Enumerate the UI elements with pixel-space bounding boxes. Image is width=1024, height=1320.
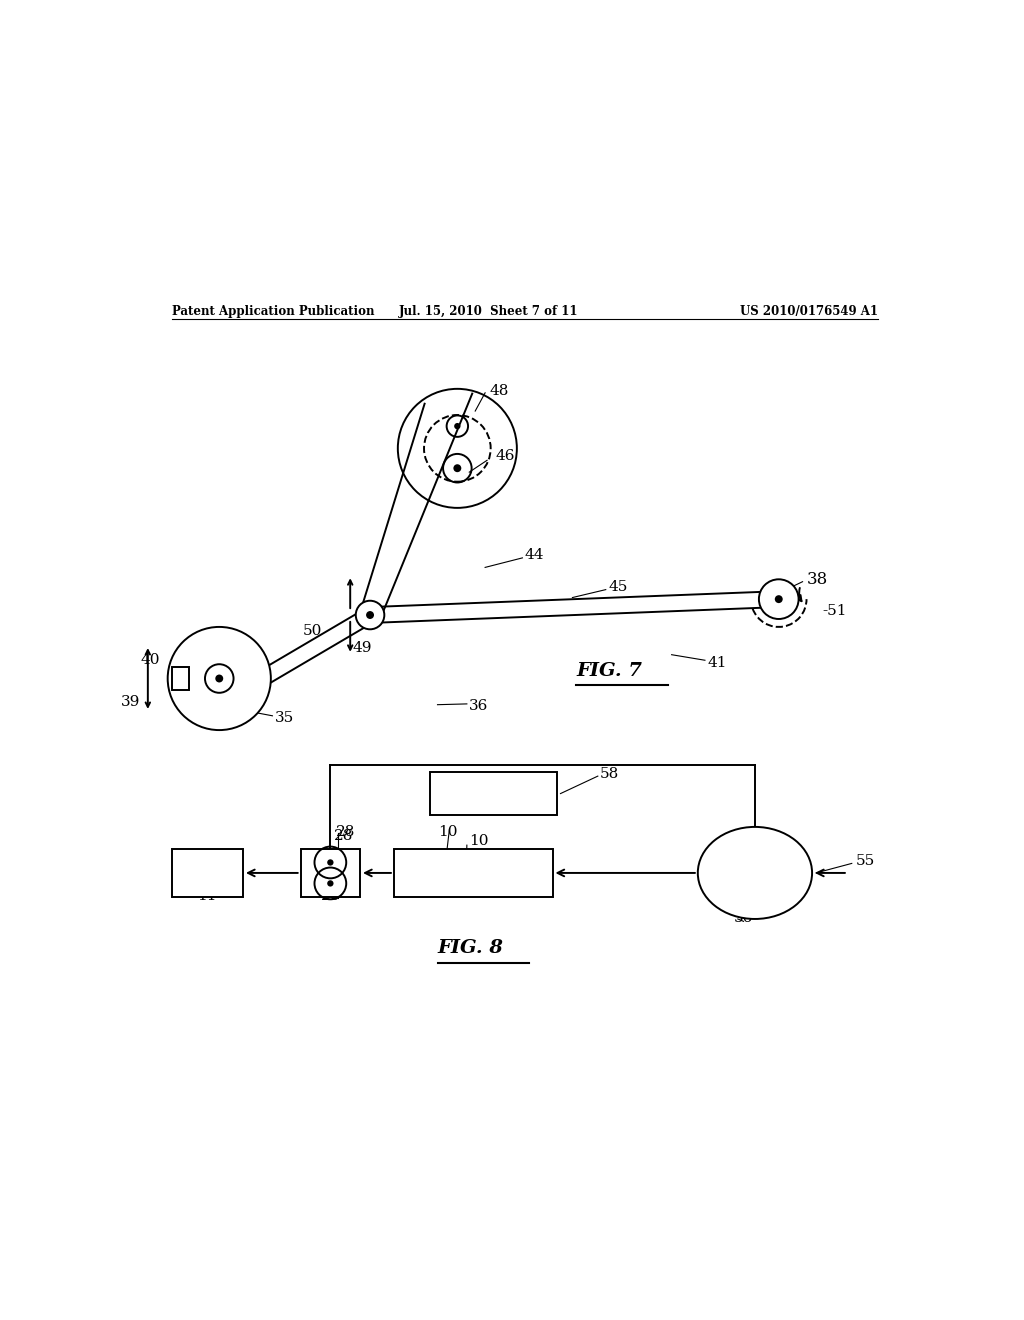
Text: 40: 40 — [140, 653, 160, 667]
Text: 28: 28 — [334, 829, 353, 843]
Text: 28: 28 — [336, 825, 355, 840]
Text: 35: 35 — [274, 711, 294, 725]
Text: 58: 58 — [600, 767, 620, 780]
Text: 11: 11 — [198, 890, 217, 903]
Text: 41: 41 — [708, 656, 727, 669]
Bar — [430, 772, 557, 816]
Bar — [394, 849, 553, 896]
Text: -51: -51 — [822, 605, 847, 618]
Circle shape — [328, 859, 334, 866]
Text: 49: 49 — [352, 642, 372, 655]
Circle shape — [168, 627, 270, 730]
Circle shape — [759, 579, 799, 619]
Text: 55: 55 — [856, 854, 874, 869]
Bar — [172, 668, 189, 689]
Text: 48: 48 — [489, 384, 509, 399]
Text: 39: 39 — [121, 696, 140, 709]
Text: 38: 38 — [807, 570, 827, 587]
Text: 10: 10 — [469, 834, 488, 849]
Bar — [301, 849, 360, 896]
Circle shape — [328, 880, 334, 887]
Text: 50: 50 — [303, 624, 322, 638]
Text: FIG. 7: FIG. 7 — [577, 661, 642, 680]
Text: 56: 56 — [734, 911, 754, 925]
Text: Jul. 15, 2010  Sheet 7 of 11: Jul. 15, 2010 Sheet 7 of 11 — [399, 305, 579, 318]
Text: 10: 10 — [438, 825, 458, 840]
Circle shape — [367, 611, 374, 619]
Circle shape — [455, 422, 461, 429]
Text: 26: 26 — [321, 890, 340, 903]
Text: Patent Application Publication: Patent Application Publication — [172, 305, 374, 318]
Text: 45: 45 — [608, 581, 628, 594]
Circle shape — [775, 595, 782, 603]
Ellipse shape — [697, 826, 812, 919]
Text: FIG. 8: FIG. 8 — [437, 940, 504, 957]
Bar — [172, 849, 243, 896]
Text: 44: 44 — [524, 549, 545, 562]
Circle shape — [215, 675, 223, 682]
Circle shape — [454, 465, 461, 473]
Text: US 2010/0176549 A1: US 2010/0176549 A1 — [740, 305, 878, 318]
Text: 46: 46 — [495, 449, 514, 463]
Circle shape — [355, 601, 384, 630]
Text: 36: 36 — [469, 700, 488, 713]
